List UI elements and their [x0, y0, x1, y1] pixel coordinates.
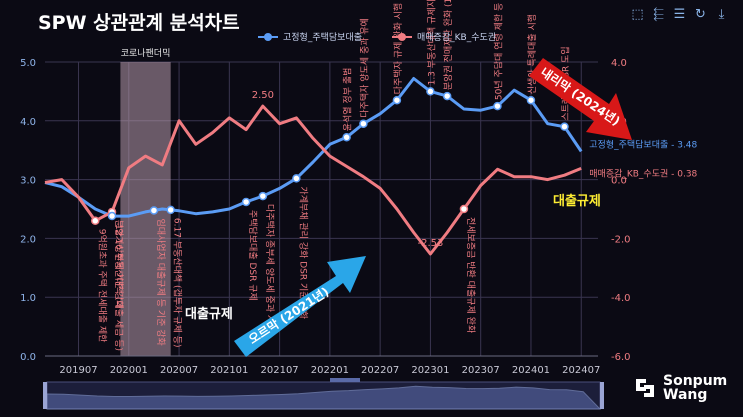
- save-image-icon[interactable]: ⤓: [718, 7, 725, 22]
- y-right-tick-label: -6.0: [611, 352, 631, 363]
- event-marker-point: [342, 133, 351, 142]
- y-left-tick-label: 3.0: [20, 176, 36, 187]
- legend-swatch-dot: [264, 33, 272, 41]
- page-title: SPW 상관관계 분석차트: [38, 12, 240, 34]
- event-marker-label: 다주택자 양도세 중과 유예: [359, 18, 370, 118]
- x-tick-label: 202007: [160, 365, 198, 376]
- event-marker-point: [107, 211, 117, 221]
- brand-mark-icon: [636, 379, 654, 397]
- x-tick-label: 201907: [59, 365, 97, 376]
- event-marker-point: [241, 197, 251, 207]
- event-marker-point: [292, 174, 301, 183]
- y-left-tick-label: 4.0: [20, 117, 36, 128]
- downtrend-label: 내리막 (2024년): [538, 64, 623, 128]
- event-marker-label: 1.3 부동산대책 규제지역 해제: [425, 0, 437, 85]
- data-label: 2.50: [252, 90, 274, 101]
- y-right-tick-label: -2.0: [611, 234, 631, 245]
- event-marker-label: 임대사업자 대출규제 등 기준 강화: [155, 218, 167, 345]
- legend-swatch-dot: [398, 33, 406, 41]
- event-marker-label: 분양권 전매제한 완화 (10): [442, 0, 454, 90]
- series-line-0: [44, 77, 583, 218]
- event-marker-label: 가계부채 관리 강화 DSR 기준 강화: [297, 186, 309, 319]
- event-marker-point: [91, 216, 100, 226]
- uptrend-arrow: [234, 256, 366, 357]
- brand-logo: Sonpum Wang: [633, 374, 727, 402]
- x-tick-label: 202107: [261, 365, 299, 376]
- legend-label: 매매증감_KB_수도권: [417, 31, 496, 43]
- y-left-tick-label: 1.0: [20, 293, 36, 304]
- x-tick-label: 202301: [411, 365, 449, 376]
- zoom-select-icon[interactable]: ⬚: [631, 7, 644, 22]
- legend-label: 고정형_주택담보대출: [283, 31, 362, 43]
- y-left-tick-label: 0.0: [20, 352, 36, 363]
- x-tick-label: 202201: [311, 365, 349, 376]
- event-marker-label: 다주택자 종부세 양도세 중과 시행: [264, 204, 276, 331]
- y-left-tick-label: 2.0: [20, 234, 36, 245]
- event-marker-point: [526, 95, 536, 105]
- data-label: -2.53: [417, 238, 443, 249]
- series-line-1: [44, 104, 582, 256]
- event-marker-label: 다주택자 규제 완화 시행: [392, 3, 404, 94]
- y-right-tick-label: -4.0: [611, 293, 631, 304]
- uptrend-label: 오르막 (2021년): [246, 285, 331, 347]
- event-marker-point: [166, 205, 175, 215]
- y-right-tick-label: 4.0: [611, 58, 627, 69]
- event-marker-point: [459, 204, 469, 214]
- series-lines: 고정형_주택담보대출 - 3.48 매매증감_KB_수도권 - 0.38 2.50 -…: [44, 77, 698, 256]
- event-marker-label: 주택담보대출 DSR 규제: [247, 210, 259, 301]
- event-marker-label: 12.16 부동산대책 (대출 세금 등): [113, 224, 125, 351]
- shaded-period-label: 코로나팬더믹: [121, 47, 171, 59]
- y-right-tick-label: 0.0: [611, 176, 627, 187]
- data-zoom-slider[interactable]: [43, 378, 604, 410]
- series-end-label: 고정형_주택담보대출 - 3.48: [589, 138, 697, 150]
- legend[interactable]: 고정형_주택담보대출 매매증감_KB_수도권: [258, 31, 496, 43]
- slider-drag-bar: [330, 378, 360, 382]
- zoom-reset-icon[interactable]: ⬱: [653, 7, 664, 22]
- event-marker-point: [560, 122, 569, 131]
- x-tick-label: 202101: [210, 365, 248, 376]
- event-marker-label: 전세보증금 반환 대출규제 완화: [465, 217, 477, 333]
- event-marker-point: [426, 87, 435, 96]
- slider-handle-right: [600, 382, 604, 409]
- x-tick-label: 202207: [361, 365, 399, 376]
- event-marker-point: [359, 119, 368, 128]
- event-marker-point: [149, 206, 159, 215]
- refresh-icon[interactable]: ↻: [695, 7, 706, 22]
- brand-name-line1: Sonpum: [663, 373, 728, 389]
- regulation-label: 대출규제: [553, 193, 601, 209]
- event-marker-label: 9억원초과 주택 전세대출 제한: [96, 229, 108, 343]
- event-marker-point: [392, 95, 402, 105]
- event-marker-label: 6.17 부동산대책 (갭투자 규제 등): [172, 218, 184, 348]
- event-marker-label: 50년 주담대 연령 제한 등: [492, 3, 504, 100]
- axes: 0.01.02.03.04.05.0-6.0-4.0-2.00.02.04.02…: [20, 58, 630, 376]
- event-marker-label: 윤석열 정부 출범: [343, 68, 354, 132]
- x-tick-label: 202407: [562, 365, 600, 376]
- downtrend-arrow: [529, 58, 632, 140]
- event-marker-label: 분양가상한제 기준 강화: [113, 220, 124, 309]
- series-end-label: 매매증감_KB_수도권 - 0.38: [589, 167, 697, 179]
- brand-name-line2: Wang: [663, 387, 708, 403]
- x-tick-label: 202001: [110, 365, 148, 376]
- event-marker-point: [258, 191, 268, 201]
- x-tick-label: 202401: [512, 365, 550, 376]
- y-left-tick-label: 5.0: [20, 58, 36, 69]
- slider-preview-area: [46, 385, 602, 410]
- chart-toolbar: ⬚ ⬱ ☰ ↻ ⤓: [630, 7, 729, 22]
- data-view-icon[interactable]: ☰: [673, 7, 686, 22]
- event-marker-point: [442, 91, 452, 101]
- event-marker-label: 신생아 특례대출 시행: [526, 14, 538, 94]
- regulation-label: 대출규제: [185, 306, 233, 322]
- slider-handle-left: [43, 382, 47, 409]
- event-marker-point: [493, 101, 502, 111]
- x-tick-label: 202307: [462, 365, 500, 376]
